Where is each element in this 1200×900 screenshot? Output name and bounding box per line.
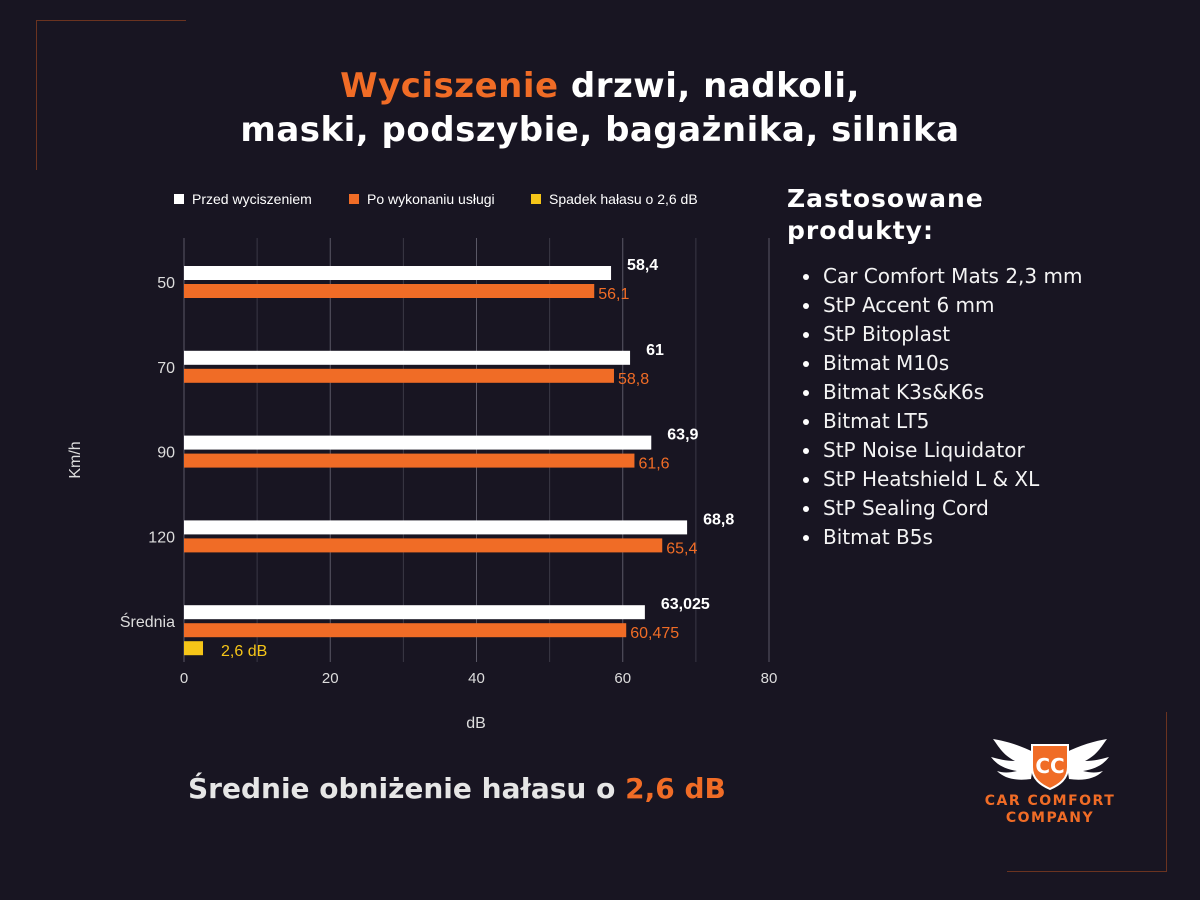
logo-line-2: COMPANY bbox=[1005, 810, 1095, 826]
products-title-line-2: produkty: bbox=[787, 216, 934, 245]
bar bbox=[184, 641, 204, 656]
category-label: 120 bbox=[148, 529, 175, 546]
product-item: StP Sealing Cord bbox=[800, 494, 1082, 523]
x-axis-label: dB bbox=[466, 715, 486, 732]
summary-prefix: Średnie obniżenie hałasu o bbox=[188, 772, 626, 805]
x-tick-label: 20 bbox=[322, 670, 339, 687]
product-item: StP Noise Liquidator bbox=[800, 436, 1082, 465]
legend-swatch bbox=[174, 194, 184, 204]
title-line-1: Wyciszenie drzwi, nadkoli, bbox=[0, 64, 1200, 108]
frame-corner-bottom-right bbox=[1007, 871, 1167, 872]
category-label: 90 bbox=[157, 445, 175, 462]
x-tick-label: 40 bbox=[468, 670, 485, 687]
bar bbox=[184, 453, 635, 468]
bar bbox=[184, 520, 688, 535]
data-label: 63,025 bbox=[661, 596, 710, 613]
legend-label: Po wykonaniu usługi bbox=[367, 191, 495, 207]
y-axis-label: Km/h bbox=[67, 441, 84, 478]
data-label: 60,475 bbox=[630, 625, 679, 642]
summary-value: 2,6 dB bbox=[625, 772, 726, 805]
data-label: 58,4 bbox=[627, 257, 658, 274]
bar bbox=[184, 435, 652, 450]
frame-corner-top-left-vertical bbox=[36, 20, 37, 170]
data-label: 65,4 bbox=[666, 540, 697, 557]
product-item: StP Accent 6 mm bbox=[800, 291, 1082, 320]
data-label: 61 bbox=[646, 342, 664, 359]
category-label: 50 bbox=[157, 275, 175, 292]
bar-chart: 0 20 40 60 80 dB Km/h Przed wyciszeniem Po wykon… bbox=[67, 191, 778, 732]
x-tick-label: 80 bbox=[761, 670, 778, 687]
legend-swatch bbox=[349, 194, 359, 204]
x-tick-label: 0 bbox=[180, 670, 188, 687]
data-label: 61,6 bbox=[638, 456, 669, 473]
product-item: StP Heatshield L & XL bbox=[800, 465, 1082, 494]
products-list: Car Comfort Mats 2,3 mm StP Accent 6 mm … bbox=[800, 262, 1082, 552]
data-label: 63,9 bbox=[667, 427, 698, 444]
title-accent: Wyciszenie bbox=[340, 66, 559, 106]
title-rest: drzwi, nadkoli, bbox=[558, 66, 860, 106]
bar bbox=[184, 368, 614, 383]
data-label: 68,8 bbox=[703, 511, 734, 528]
category-label: 70 bbox=[157, 360, 175, 377]
bar bbox=[184, 623, 627, 638]
winged-shield-icon: CC bbox=[991, 739, 1109, 791]
legend-label: Przed wyciszeniem bbox=[192, 191, 312, 207]
product-item: Car Comfort Mats 2,3 mm bbox=[800, 262, 1082, 291]
bar bbox=[184, 266, 612, 280]
product-item: Bitmat M10s bbox=[800, 349, 1082, 378]
legend-label: Spadek hałasu o 2,6 dB bbox=[549, 191, 698, 207]
products-title-line-1: Zastosowane bbox=[787, 184, 984, 213]
bar bbox=[184, 284, 595, 298]
summary-text: Średnie obniżenie hałasu o 2,6 dB bbox=[188, 772, 726, 805]
data-label: 56,1 bbox=[598, 286, 629, 303]
category-label: Średnia bbox=[120, 612, 175, 631]
logo-line-1: CAR COMFORT bbox=[984, 793, 1116, 809]
bar bbox=[184, 538, 663, 553]
title-line-2: maski, podszybie, bagażnika, silnika bbox=[240, 110, 960, 150]
x-tick-label: 60 bbox=[614, 670, 631, 687]
data-label: 2,6 dB bbox=[221, 643, 267, 660]
product-item: Bitmat B5s bbox=[800, 523, 1082, 552]
bar bbox=[184, 605, 645, 620]
product-item: Bitmat LT5 bbox=[800, 407, 1082, 436]
product-item: StP Bitoplast bbox=[800, 320, 1082, 349]
bar bbox=[184, 350, 631, 365]
products-title: Zastosowane produkty: bbox=[787, 183, 984, 247]
logo-initials: CC bbox=[1035, 754, 1064, 778]
frame-corner-top-left bbox=[36, 20, 186, 21]
frame-corner-bottom-right-vertical bbox=[1166, 712, 1167, 872]
page-title: Wyciszenie drzwi, nadkoli, maski, podszy… bbox=[0, 64, 1200, 152]
data-label: 58,8 bbox=[618, 371, 649, 388]
legend-swatch bbox=[531, 194, 541, 204]
product-item: Bitmat K3s&K6s bbox=[800, 378, 1082, 407]
logo-wordmark: CAR COMFORT COMPANY bbox=[965, 793, 1135, 827]
